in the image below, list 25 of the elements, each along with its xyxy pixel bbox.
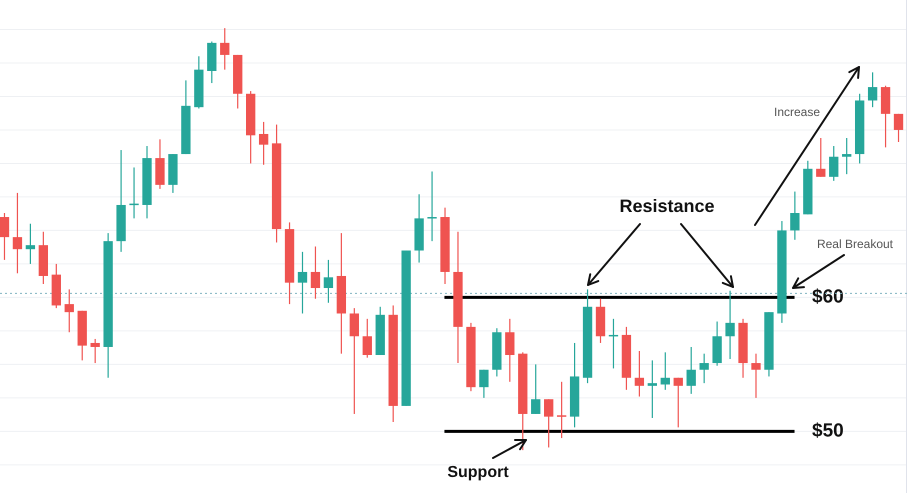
y-tick-label: $50 bbox=[812, 420, 844, 442]
candlestick bbox=[38, 231, 48, 285]
candlestick bbox=[648, 360, 657, 419]
annotation: Resistance bbox=[619, 196, 715, 216]
candlestick bbox=[634, 350, 644, 398]
candlestick bbox=[103, 232, 113, 378]
candlestick bbox=[336, 232, 346, 354]
candlestick bbox=[700, 353, 709, 384]
candlestick bbox=[868, 72, 878, 108]
candlestick bbox=[777, 220, 787, 324]
y-tick-label: $60 bbox=[812, 286, 844, 308]
annotation: Increase bbox=[774, 105, 820, 120]
candlestick bbox=[492, 328, 502, 378]
candlestick bbox=[751, 353, 761, 398]
candlestick bbox=[712, 320, 722, 366]
candlestick bbox=[26, 223, 36, 265]
candlestick bbox=[556, 381, 566, 439]
candlestick bbox=[414, 194, 424, 264]
candlestick bbox=[181, 80, 191, 155]
annotation: Real Breakout bbox=[816, 237, 894, 252]
candlestick bbox=[116, 149, 126, 252]
candlestick bbox=[790, 190, 800, 240]
candlestick bbox=[570, 342, 580, 428]
candlestick bbox=[401, 250, 411, 407]
annotation: Support bbox=[447, 464, 510, 482]
